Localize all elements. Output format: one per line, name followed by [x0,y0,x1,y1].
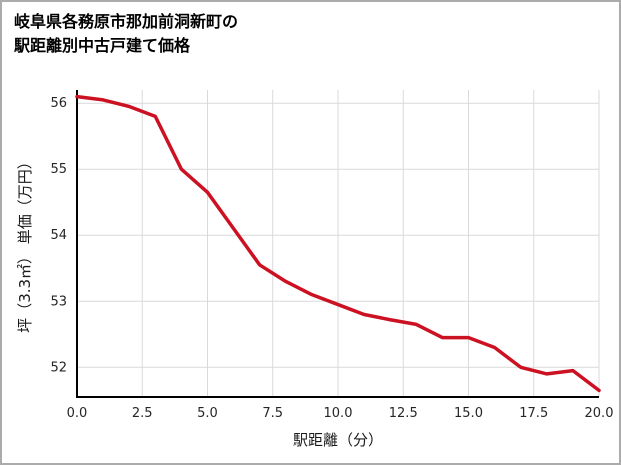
x-axis-title: 駅距離（分） [293,431,383,449]
y-tick-label: 54 [50,228,67,243]
chart-title-line2: 駅距離別中古戸建て価格 [14,36,191,55]
y-tick-label: 56 [50,96,67,111]
x-tick-label: 2.5 [132,406,153,421]
y-axis-title: 坪（3.3㎡） 単価（万円） [16,154,34,333]
price-line [75,94,601,393]
x-tick-label: 5.0 [197,406,218,421]
y-tick-label: 53 [50,294,67,309]
y-tick-label: 55 [50,162,67,177]
chart-title-line1: 岐阜県各務原市那加前洞新町の [14,12,239,31]
x-tick-label: 15.0 [454,406,483,421]
x-tick-label: 0.0 [67,406,88,421]
x-tick-label: 10.0 [324,406,353,421]
chart-title: 岐阜県各務原市那加前洞新町の 駅距離別中古戸建て価格 [14,10,238,58]
x-tick-label: 20.0 [585,406,614,421]
x-tick-label: 12.5 [389,406,418,421]
x-tick-label: 7.5 [262,406,283,421]
y-tick-label: 52 [50,360,67,375]
x-tick-label: 17.5 [519,406,548,421]
